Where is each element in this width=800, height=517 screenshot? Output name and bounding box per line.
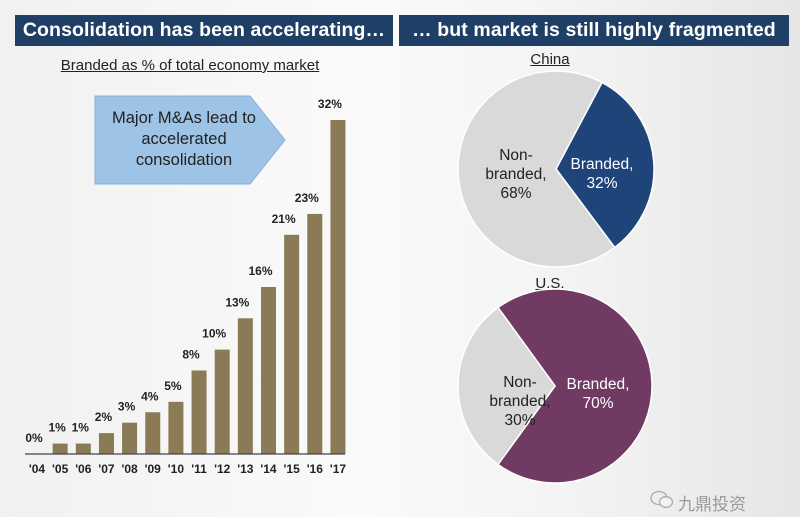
bar-value-label-3: 2% <box>95 410 113 424</box>
china-slice-non-branded <box>457 70 616 268</box>
us-pie-chart <box>457 288 653 484</box>
x-tick-6: '10 <box>168 462 185 476</box>
bar-11 <box>284 234 300 454</box>
x-tick-5: '09 <box>145 462 162 476</box>
watermark: 九鼎投资 <box>650 490 746 515</box>
wechat-icon <box>650 490 674 515</box>
bar-9 <box>237 318 253 454</box>
x-tick-3: '07 <box>98 462 115 476</box>
x-tick-7: '11 <box>191 462 207 476</box>
x-tick-12: '16 <box>307 462 324 476</box>
bar-12 <box>307 213 323 454</box>
us-non-branded-label: Non- branded, 30% <box>489 374 551 429</box>
x-tick-11: '15 <box>284 462 301 476</box>
left-section-header: Consolidation has been accelerating… <box>15 15 393 46</box>
bar-value-label-5: 4% <box>141 389 159 403</box>
x-tick-2: '06 <box>75 462 92 476</box>
bar-value-label-9: 13% <box>225 295 249 309</box>
bar-value-label-2: 1% <box>72 421 90 435</box>
bar-value-label-7: 8% <box>182 348 200 362</box>
bar-8 <box>214 349 230 454</box>
bar-10 <box>261 287 276 454</box>
x-tick-4: '08 <box>121 462 138 476</box>
bar-5 <box>145 412 161 454</box>
bar-value-label-0: 0% <box>25 431 43 445</box>
china-pie-chart <box>457 70 655 268</box>
bar-value-label-11: 21% <box>272 212 296 226</box>
bar-value-label-1: 1% <box>48 421 66 435</box>
bar-value-label-12: 23% <box>295 191 319 205</box>
bar-chart-title: Branded as % of total economy market <box>60 57 320 74</box>
x-tick-0: '04 <box>29 462 46 476</box>
bar-4 <box>122 422 138 454</box>
bar-series: 0% 1% 1% 2% 3% 4% 5% 8%10% 13% 16% 21% 23% 32% <box>25 97 346 454</box>
bar-7 <box>191 370 207 454</box>
bar-2 <box>75 443 91 454</box>
bar-3 <box>98 433 114 454</box>
us-pie-title: U.S. <box>535 275 565 292</box>
bar-13 <box>330 120 346 454</box>
x-tick-labels: '04 '05 '06 '07 '08 '09 '10 '11 '12 '13 '14 '15 '16 '… <box>29 462 346 476</box>
bar-value-label-10: 16% <box>248 264 272 278</box>
china-pie-title: China <box>530 51 570 68</box>
callout-arrow <box>94 95 286 185</box>
x-tick-10: '14 <box>260 462 277 476</box>
bar-value-label-13: 32% <box>318 97 342 111</box>
right-section-header: … but market is still highly fragmented <box>399 15 789 46</box>
bar-value-label-4: 3% <box>118 400 136 414</box>
us-slice-non-branded <box>457 306 556 466</box>
x-tick-9: '13 <box>237 462 254 476</box>
us-branded-label: Branded, 70% <box>566 376 630 412</box>
x-tick-8: '12 <box>214 462 231 476</box>
callout-text: Major M&As lead to accelerated consolida… <box>112 109 256 169</box>
bar-1 <box>52 443 68 454</box>
china-non-branded-label: Non- branded, 68% <box>485 147 547 202</box>
china-branded-label: Branded, 32% <box>570 156 634 192</box>
bar-value-label-8: 10% <box>202 327 226 341</box>
x-tick-13: '17 <box>330 462 347 476</box>
bar-value-label-6: 5% <box>164 379 182 393</box>
x-tick-1: '05 <box>52 462 69 476</box>
us-slice-branded <box>496 288 653 484</box>
bar-6 <box>168 401 184 454</box>
watermark-text: 九鼎投资 <box>678 495 746 514</box>
